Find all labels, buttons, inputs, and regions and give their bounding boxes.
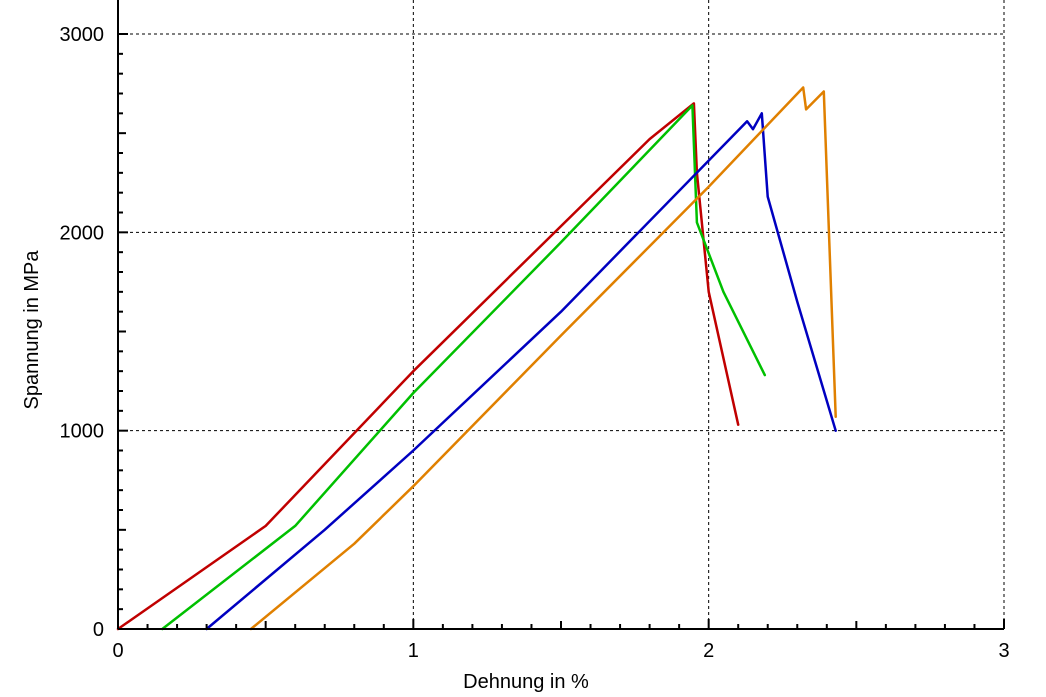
y-tick-label: 1000 (60, 421, 105, 443)
y-tick-label: 2000 (60, 222, 105, 244)
x-tick-label: 1 (408, 640, 419, 662)
gridlines (118, 0, 1005, 629)
tick-labels: 0 1 2 3 0 1000 2000 3000 (60, 24, 1010, 662)
x-tick-label: 2 (703, 640, 714, 662)
series-line-2 (161, 104, 767, 631)
x-axis-title: Dehnung in % (463, 671, 589, 693)
y-tick-label: 0 (93, 619, 104, 641)
series-layer (116, 86, 837, 631)
series-line-1 (116, 102, 740, 631)
series-line-4 (249, 86, 837, 631)
series-line-3 (205, 112, 837, 631)
axes (117, 0, 1005, 630)
x-tick-label: 3 (998, 640, 1009, 662)
y-tick-label: 3000 (60, 24, 105, 46)
y-axis-title: Spannung in MPa (21, 250, 43, 410)
x-tick-label: 0 (112, 640, 123, 662)
